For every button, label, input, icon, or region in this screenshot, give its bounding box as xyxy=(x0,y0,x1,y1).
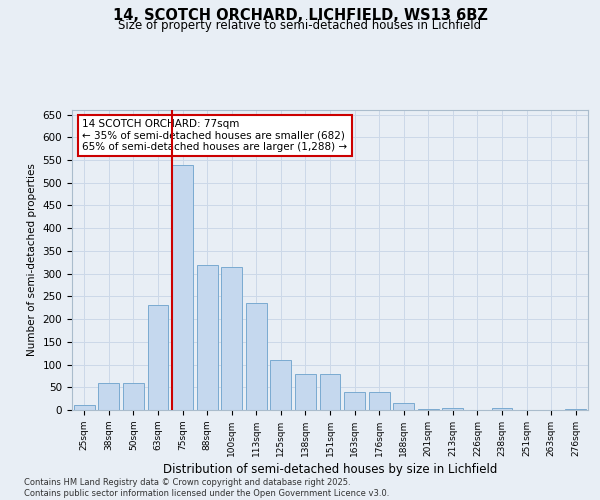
Text: 14 SCOTCH ORCHARD: 77sqm
← 35% of semi-detached houses are smaller (682)
65% of : 14 SCOTCH ORCHARD: 77sqm ← 35% of semi-d… xyxy=(82,119,347,152)
Bar xyxy=(320,374,340,410)
Text: Contains HM Land Registry data © Crown copyright and database right 2025.
Contai: Contains HM Land Registry data © Crown c… xyxy=(24,478,389,498)
Bar xyxy=(565,409,586,410)
Bar xyxy=(491,408,512,410)
Bar xyxy=(98,382,119,410)
Bar xyxy=(393,403,414,410)
Bar xyxy=(418,409,439,410)
Bar xyxy=(74,406,95,410)
Bar xyxy=(123,382,144,410)
Bar xyxy=(368,392,389,410)
Y-axis label: Number of semi-detached properties: Number of semi-detached properties xyxy=(27,164,37,356)
Bar xyxy=(221,267,242,410)
Bar xyxy=(172,164,193,410)
Bar xyxy=(246,303,267,410)
Bar xyxy=(442,408,463,410)
Bar xyxy=(344,392,365,410)
Bar xyxy=(271,360,292,410)
Bar xyxy=(295,374,316,410)
Bar xyxy=(197,264,218,410)
Text: Size of property relative to semi-detached houses in Lichfield: Size of property relative to semi-detach… xyxy=(118,18,482,32)
Bar xyxy=(148,306,169,410)
X-axis label: Distribution of semi-detached houses by size in Lichfield: Distribution of semi-detached houses by … xyxy=(163,463,497,476)
Text: 14, SCOTCH ORCHARD, LICHFIELD, WS13 6BZ: 14, SCOTCH ORCHARD, LICHFIELD, WS13 6BZ xyxy=(113,8,487,22)
